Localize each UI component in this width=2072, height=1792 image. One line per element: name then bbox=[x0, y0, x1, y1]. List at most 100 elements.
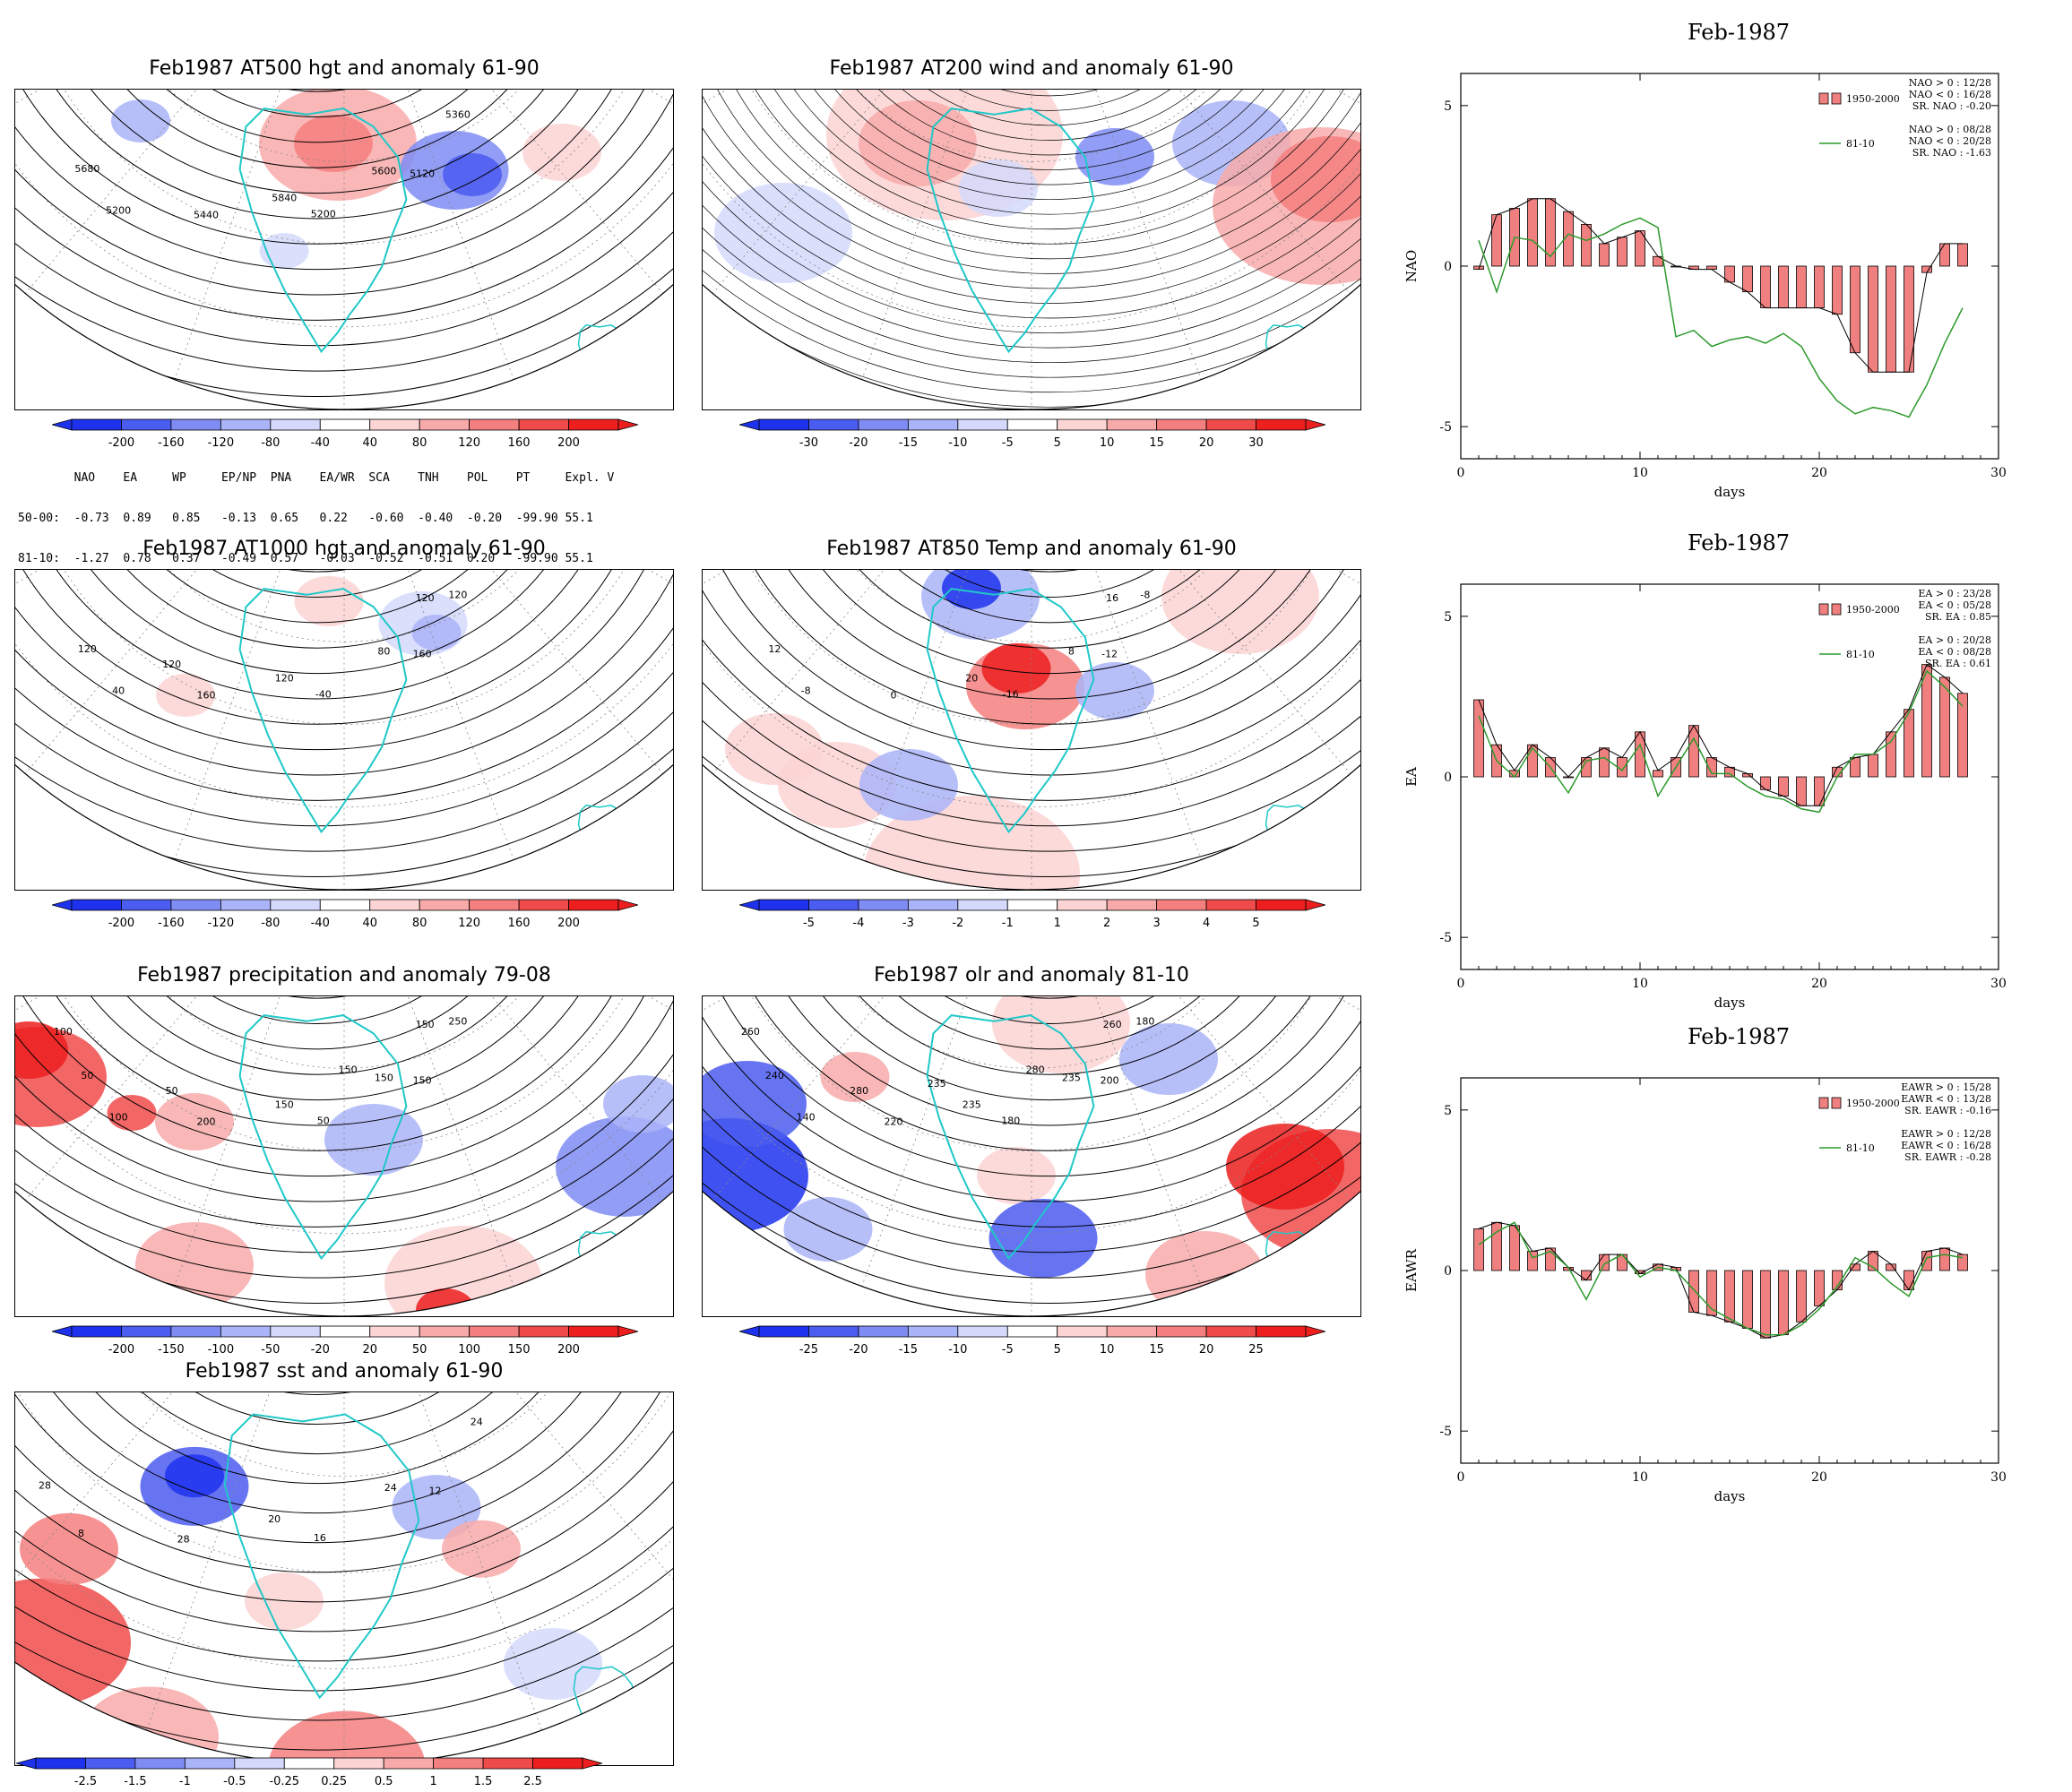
contour-line bbox=[15, 1392, 673, 1662]
contour-line bbox=[128, 996, 506, 1024]
coastline bbox=[1265, 805, 1319, 883]
anomaly-shading bbox=[1226, 1124, 1344, 1210]
contour-label: -8 bbox=[801, 685, 811, 696]
index-stats-table: NAO EA WP EP/NP PNA EA/WR SCA TNH POL PT… bbox=[18, 444, 614, 579]
bar bbox=[1742, 1270, 1753, 1329]
colorbar-label: -100 bbox=[208, 1343, 235, 1357]
contour-line bbox=[703, 90, 1360, 378]
colorbar-label: -20 bbox=[849, 1343, 868, 1357]
anomaly-shading bbox=[1145, 1231, 1264, 1316]
colorbar-segment bbox=[170, 899, 221, 911]
colorbar-label: -15 bbox=[899, 436, 918, 450]
bar bbox=[1921, 1251, 1932, 1271]
contour-line bbox=[64, 1392, 571, 1455]
colorbar-segment bbox=[220, 899, 272, 911]
contour-line bbox=[41, 90, 593, 194]
contour-label: 28 bbox=[39, 1479, 51, 1491]
contour-label: 120 bbox=[416, 592, 435, 604]
contour-label: 150 bbox=[413, 1074, 432, 1086]
stats-row-81-10: 81-10: -1.27 0.78 0.37 -0.49 0.57 -0.03 … bbox=[18, 552, 615, 565]
contour-line bbox=[157, 90, 478, 92]
colorbar-segment bbox=[469, 1325, 520, 1338]
contour-label: 5200 bbox=[311, 209, 336, 220]
contour-line bbox=[30, 1392, 605, 1485]
contour-line bbox=[703, 90, 1360, 274]
meridian-line bbox=[861, 570, 1032, 860]
contour-line bbox=[15, 90, 673, 397]
contour-line bbox=[131, 1392, 504, 1395]
colorbar-segment bbox=[758, 418, 809, 431]
y-axis-label: EAWR bbox=[1403, 1248, 1420, 1292]
colorbar-label: 15 bbox=[1149, 1343, 1164, 1357]
meridian-line bbox=[343, 90, 514, 380]
contour-line bbox=[15, 570, 652, 725]
contour-line bbox=[15, 996, 652, 1151]
colorbar-label: -3 bbox=[902, 917, 914, 930]
colorbar-segment bbox=[234, 1757, 285, 1770]
anomaly-shading bbox=[81, 1686, 219, 1765]
colorbar-label: -2 bbox=[952, 917, 963, 930]
contour-label: 20 bbox=[268, 1513, 281, 1525]
contour-line bbox=[732, 90, 1360, 230]
colorbar-label: -40 bbox=[311, 436, 330, 450]
contour-label: 280 bbox=[1026, 1064, 1045, 1076]
colorbar-segment bbox=[1057, 899, 1108, 911]
contour-line bbox=[15, 570, 673, 776]
meridian-line bbox=[712, 90, 1032, 294]
contour-label: -8 bbox=[1140, 589, 1150, 600]
colorbar-segment bbox=[469, 899, 520, 911]
meridian-line bbox=[343, 996, 514, 1287]
colorbar-label: -1 bbox=[179, 1775, 191, 1788]
colorbar-segment bbox=[121, 418, 172, 431]
anomaly-shading bbox=[703, 1118, 808, 1233]
legend-bar-label: 1950-2000 bbox=[1846, 604, 1900, 616]
legend-bar-swatch bbox=[1831, 1097, 1842, 1109]
contour-line bbox=[703, 570, 1360, 877]
contour-line bbox=[70, 570, 565, 649]
contour-label: 120 bbox=[448, 589, 467, 600]
colorbar-segment bbox=[1256, 418, 1307, 431]
chart-ea: 0 10 20 30 5 0 -5 days EA 1950-2000 81-10 EA > 0 : … bbox=[1403, 583, 2007, 1011]
contour-label: 140 bbox=[797, 1111, 816, 1123]
x-tick-label: 30 bbox=[1990, 1470, 2007, 1485]
x-tick-label: 30 bbox=[1990, 466, 2007, 480]
colorbar-segment bbox=[518, 1325, 569, 1338]
contour-label: 250 bbox=[448, 1015, 467, 1027]
series-line-81-10 bbox=[1478, 1221, 1964, 1336]
colorbar-sst: -2.5 -1.5 -1 -0.5 -0.25 0.25 0.5 1 1.5 2.5 bbox=[16, 1757, 602, 1788]
contour-line bbox=[850, 90, 1248, 126]
x-tick-label: 10 bbox=[1632, 977, 1648, 991]
anomaly-shading bbox=[522, 124, 601, 181]
contour-label: 160 bbox=[197, 690, 216, 702]
contour-line bbox=[703, 90, 1360, 364]
contour-label: 120 bbox=[275, 672, 294, 684]
colorbar-label: 25 bbox=[1248, 1343, 1264, 1357]
contour-line bbox=[749, 90, 1350, 215]
colorbar-arrow-right bbox=[1305, 899, 1325, 911]
latitude-circle bbox=[55, 1392, 634, 1477]
anomaly-shading bbox=[959, 159, 1038, 217]
colorbar-label: 10 bbox=[1100, 436, 1115, 450]
colorbar-segment bbox=[1106, 1325, 1158, 1338]
contour-line bbox=[860, 570, 1239, 598]
contour-label: 160 bbox=[413, 648, 432, 659]
panel-title-prcp: Feb1987 precipitation and anomaly 79-08 bbox=[137, 964, 551, 986]
bar bbox=[1760, 776, 1771, 790]
colorbar-label: -1.5 bbox=[124, 1775, 146, 1788]
contour-line bbox=[802, 996, 1297, 1075]
contour-label: 16 bbox=[1106, 592, 1118, 604]
bar bbox=[1581, 224, 1592, 267]
bar bbox=[1957, 693, 1968, 778]
colorbar-label: -4 bbox=[852, 917, 864, 930]
contour-line bbox=[15, 570, 673, 801]
anomaly-shading bbox=[989, 1199, 1098, 1278]
contour-line bbox=[15, 996, 673, 1279]
y-tick-label: 0 bbox=[1444, 1264, 1452, 1279]
contour-line bbox=[15, 90, 673, 296]
anomaly-shading bbox=[556, 1116, 673, 1217]
contour-label: 20 bbox=[965, 672, 978, 684]
contour-label: 220 bbox=[885, 1116, 903, 1128]
contour-line bbox=[703, 570, 1360, 801]
colorbar-segment bbox=[383, 1757, 435, 1770]
contour-label: 150 bbox=[275, 1098, 294, 1110]
